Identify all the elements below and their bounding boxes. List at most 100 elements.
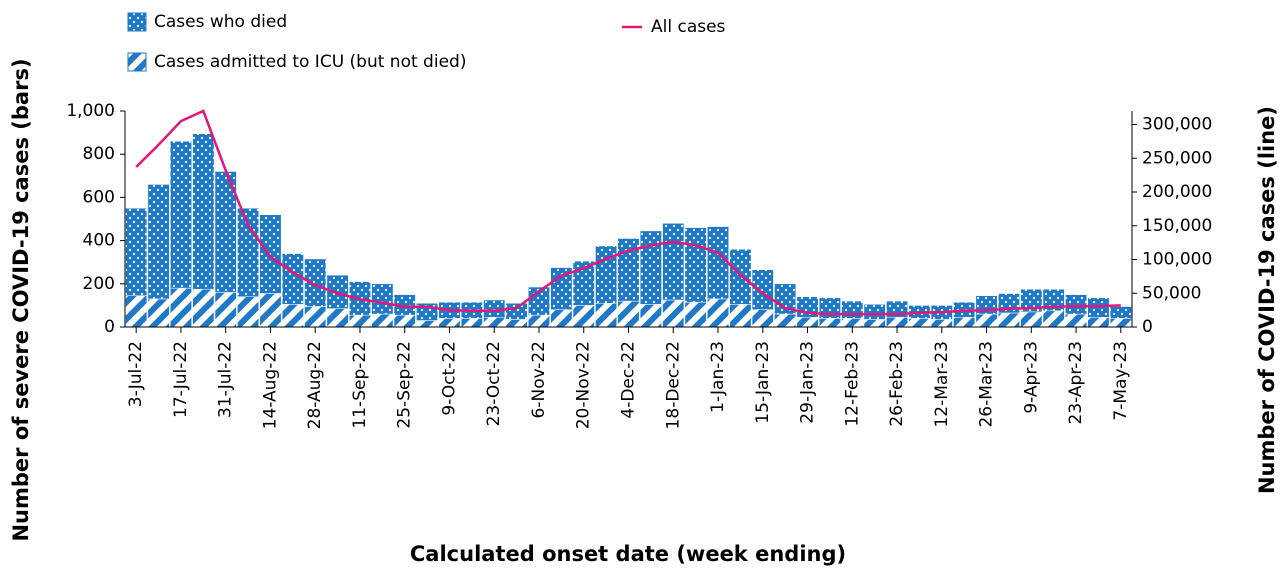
bar bbox=[416, 320, 439, 328]
bar bbox=[975, 313, 998, 328]
bar bbox=[1109, 318, 1132, 328]
bar bbox=[259, 293, 282, 328]
y-tick-label: 400 bbox=[83, 231, 115, 251]
bar bbox=[147, 298, 170, 328]
bar bbox=[125, 207, 148, 296]
x-tick-label: 26-Feb-23 bbox=[887, 341, 907, 427]
y-tick-label: 600 bbox=[83, 187, 115, 207]
x-tick-label: 4-Dec-22 bbox=[619, 341, 639, 419]
bar bbox=[125, 295, 148, 328]
x-tick-label: 25-Sep-22 bbox=[395, 341, 415, 429]
bar bbox=[639, 230, 662, 305]
bar bbox=[1020, 288, 1043, 313]
x-tick-label: 28-Aug-22 bbox=[305, 341, 325, 429]
legend-swatch bbox=[127, 52, 147, 72]
x-tick-label: 18-Dec-22 bbox=[663, 341, 683, 429]
x-tick-label: 3-Jul-22 bbox=[126, 341, 146, 407]
bar bbox=[886, 317, 908, 328]
x-tick-label: 15-Jan-23 bbox=[753, 341, 773, 424]
x-tick-label: 9-Oct-22 bbox=[439, 341, 459, 416]
bar bbox=[349, 314, 371, 328]
bar bbox=[729, 304, 752, 328]
bar bbox=[684, 301, 707, 328]
y-axis-title: Number of severe COVID-19 cases (bars) bbox=[9, 58, 33, 541]
bar bbox=[528, 314, 550, 328]
bar bbox=[572, 260, 595, 306]
y2-tick-label: 0 bbox=[1142, 317, 1153, 337]
legend-label: All cases bbox=[651, 17, 726, 37]
bar bbox=[841, 318, 864, 328]
bar bbox=[774, 313, 797, 328]
y-tick-label: 200 bbox=[83, 274, 115, 294]
x-tick-label: 23-Oct-22 bbox=[484, 341, 504, 426]
bar bbox=[1065, 294, 1087, 315]
bar bbox=[371, 283, 394, 315]
legend-label: Cases who died bbox=[154, 12, 287, 32]
legend-label: Cases admitted to ICU (but not died) bbox=[154, 52, 466, 72]
x-tick-label: 7-May-23 bbox=[1111, 341, 1131, 421]
bar bbox=[460, 318, 483, 328]
line bbox=[135, 109, 1121, 316]
bar bbox=[930, 319, 953, 328]
bar bbox=[662, 299, 685, 328]
bar bbox=[505, 302, 528, 320]
bar bbox=[1020, 311, 1043, 328]
bar bbox=[863, 319, 886, 328]
y2-axis-title: Number of COVID-19 cases (line) bbox=[1255, 106, 1279, 494]
bar bbox=[281, 253, 304, 305]
x-tick-label: 14-Aug-22 bbox=[260, 341, 280, 429]
bar bbox=[550, 309, 573, 328]
x-tick-label: 29-Jan-23 bbox=[798, 341, 818, 424]
bar bbox=[304, 258, 327, 307]
bar bbox=[841, 300, 864, 319]
bar bbox=[371, 313, 394, 328]
x-tick-label: 26-Mar-23 bbox=[977, 341, 997, 428]
y2-tick-label: 250,000 bbox=[1142, 148, 1212, 168]
bar bbox=[237, 296, 260, 328]
bar bbox=[483, 317, 506, 328]
y-tick-label: 0 bbox=[104, 317, 115, 337]
bar bbox=[774, 283, 797, 315]
bar bbox=[997, 312, 1020, 328]
y2-tick-label: 300,000 bbox=[1142, 115, 1212, 135]
x-tick-label: 17-Jul-22 bbox=[171, 341, 191, 418]
bar bbox=[281, 304, 304, 328]
bar bbox=[259, 214, 282, 294]
bar bbox=[192, 288, 215, 328]
bar bbox=[1087, 317, 1110, 328]
bar bbox=[170, 140, 192, 289]
x-axis-title: Calculated onset date (week ending) bbox=[410, 542, 846, 566]
bar bbox=[818, 318, 841, 328]
bar bbox=[729, 248, 752, 305]
bar bbox=[707, 226, 729, 300]
bar bbox=[684, 227, 707, 303]
bar bbox=[505, 319, 528, 328]
x-tick-label: 12-Feb-23 bbox=[842, 341, 862, 427]
x-tick-label: 11-Sep-22 bbox=[350, 341, 370, 429]
bar bbox=[908, 318, 931, 328]
bar bbox=[237, 207, 260, 298]
bar bbox=[1065, 313, 1087, 328]
bar bbox=[393, 314, 416, 328]
x-tick-label: 20-Nov-22 bbox=[574, 341, 594, 429]
bar bbox=[617, 238, 640, 302]
y2-tick-label: 50,000 bbox=[1142, 283, 1201, 303]
y2-tick-label: 150,000 bbox=[1142, 216, 1212, 236]
y2-tick-label: 200,000 bbox=[1142, 182, 1212, 202]
bar bbox=[1109, 306, 1132, 319]
bar bbox=[147, 184, 170, 300]
y-tick-label: 800 bbox=[83, 144, 115, 164]
bar bbox=[170, 287, 192, 328]
bar bbox=[639, 304, 662, 328]
bar bbox=[326, 274, 349, 309]
bar bbox=[214, 292, 237, 328]
bar bbox=[326, 308, 349, 328]
bar bbox=[192, 133, 215, 290]
bar bbox=[595, 245, 618, 304]
x-tick-label: 31-Jul-22 bbox=[216, 341, 236, 418]
x-tick-label: 23-Apr-23 bbox=[1066, 341, 1086, 424]
y2-tick-label: 100,000 bbox=[1142, 250, 1212, 270]
bar bbox=[572, 305, 595, 328]
x-tick-label: 6-Nov-22 bbox=[529, 341, 549, 418]
bar bbox=[438, 318, 461, 328]
